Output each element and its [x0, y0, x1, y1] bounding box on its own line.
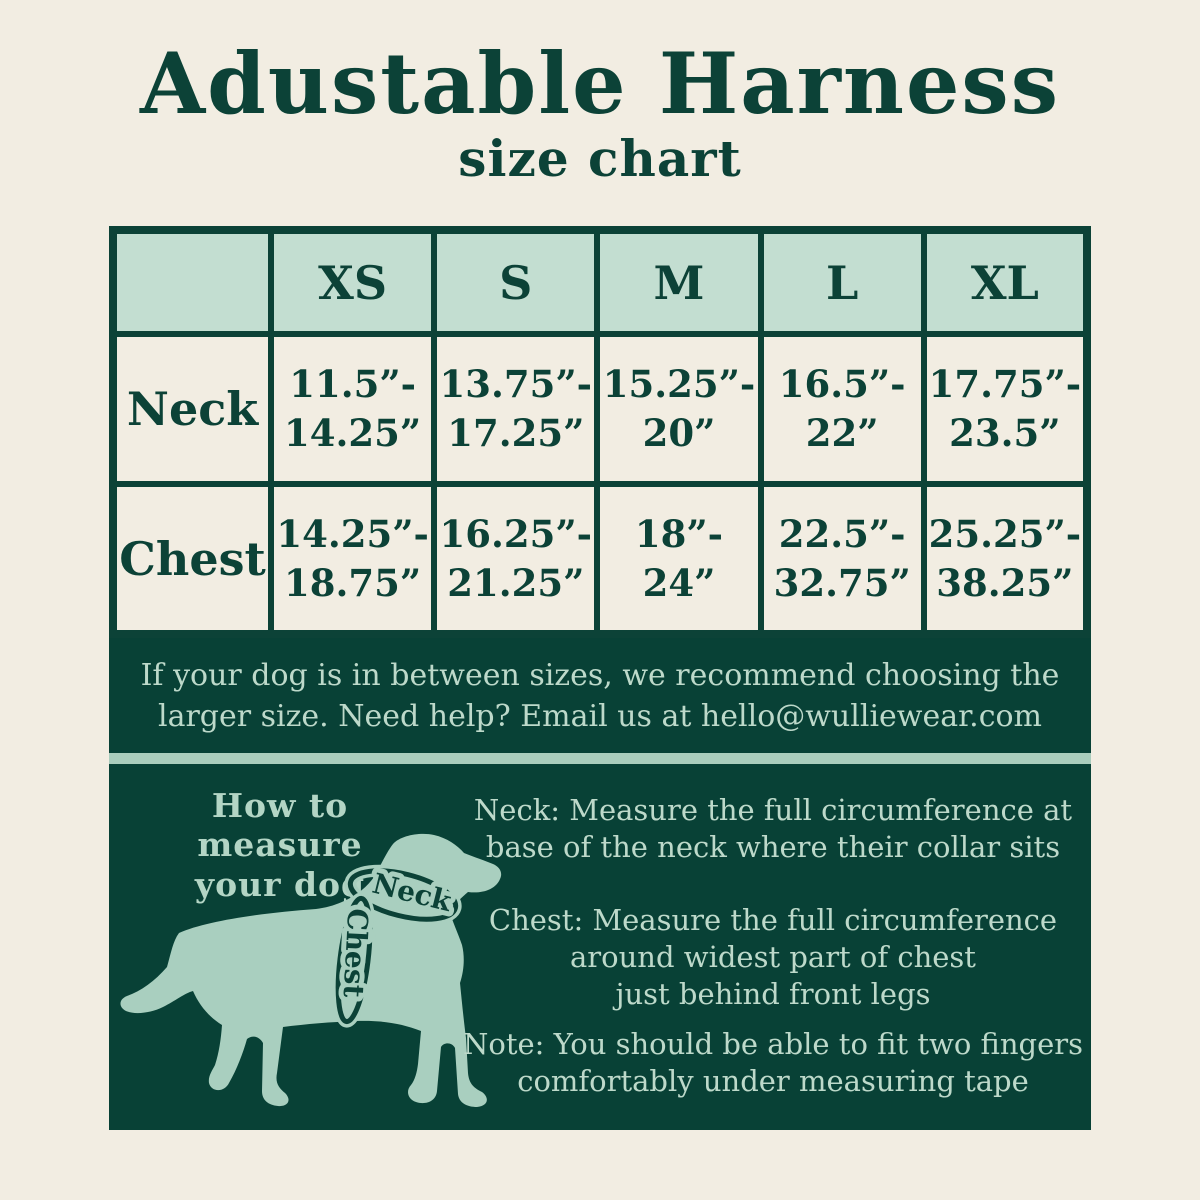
chest-ring-label: Chest — [337, 907, 375, 998]
chest-row-label: Chest — [110, 481, 274, 637]
divider-line — [109, 752, 1091, 764]
neck-l-value: 16.5”- 22” — [757, 331, 927, 487]
size-column-xl: XL — [920, 227, 1091, 337]
size-table-corner-cell — [110, 227, 274, 337]
size-table-header-row: XS S M L XL — [110, 227, 1091, 337]
neck-instruction: Neck: Measure the full circumference at … — [473, 792, 1073, 864]
neck-row-label: Neck — [110, 331, 274, 487]
table-row-neck: Neck 11.5”- 14.25” 13.75”- 17.25” 15.25”… — [110, 331, 1091, 487]
measuring-instructions: Neck: Measure the full circumference at … — [451, 764, 1095, 1130]
size-column-xs: XS — [267, 227, 438, 337]
chest-xl-value: 25.25”- 38.25” — [920, 481, 1091, 637]
between-sizes-note-band: If your dog is in between sizes, we reco… — [109, 638, 1091, 753]
size-table: XS S M L XL Neck 11.5”- 14.25” 13.75”- 1… — [109, 226, 1091, 638]
how-to-measure-heading: How to measure your dog — [194, 785, 366, 904]
chest-m-value: 18”- 24” — [594, 481, 764, 637]
between-sizes-note-text: If your dog is in between sizes, we reco… — [140, 658, 1060, 735]
fit-note: Note: You should be able to fit two fing… — [462, 1026, 1084, 1098]
table-row-chest: Chest 14.25”- 18.75” 16.25”- 21.25” 18”-… — [110, 481, 1091, 637]
neck-m-value: 15.25”- 20” — [594, 331, 764, 487]
chest-s-value: 16.25”- 21.25” — [431, 481, 601, 637]
size-column-s: S — [431, 227, 601, 337]
dog-measurement-diagram: Neck Chest — [120, 833, 502, 1107]
dog-silhouette-icon — [120, 833, 502, 1107]
neck-xl-value: 17.75”- 23.5” — [920, 331, 1091, 487]
chest-xs-value: 14.25”- 18.75” — [267, 481, 438, 637]
neck-xs-value: 11.5”- 14.25” — [267, 331, 438, 487]
page-subtitle: size chart — [458, 129, 742, 188]
chest-ring — [335, 895, 373, 1024]
size-column-m: M — [594, 227, 764, 337]
chest-l-value: 22.5”- 32.75” — [757, 481, 927, 637]
how-to-measure-section: How to measure your dog Neck Chest Neck:… — [109, 763, 1091, 1130]
chest-instruction: Chest: Measure the full circumference ar… — [488, 902, 1058, 1011]
size-column-l: L — [757, 227, 927, 337]
page-title: Adustable Harness — [140, 34, 1060, 133]
neck-ring — [347, 868, 459, 922]
neck-s-value: 13.75”- 17.25” — [431, 331, 601, 487]
